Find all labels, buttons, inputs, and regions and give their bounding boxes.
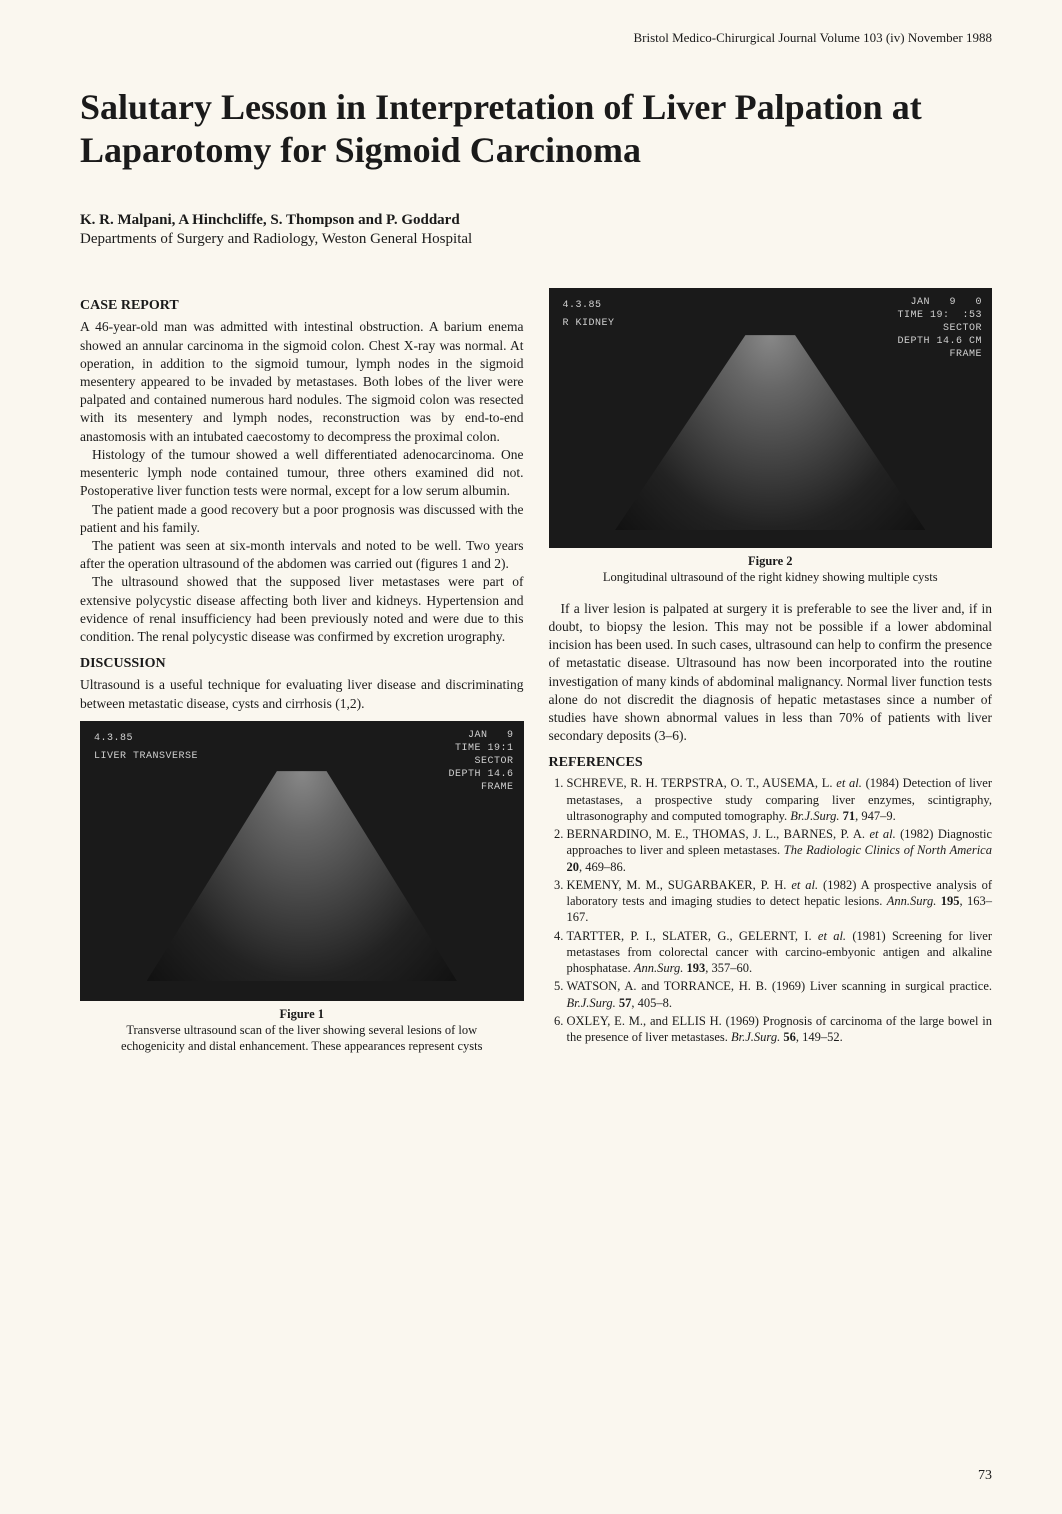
- left-column: CASE REPORT A 46-year-old man was admitt…: [80, 288, 524, 1066]
- reference-item: SCHREVE, R. H. TERPSTRA, O. T., AUSEMA, …: [567, 775, 993, 824]
- two-column-layout: CASE REPORT A 46-year-old man was admitt…: [80, 288, 992, 1066]
- figure-2-caption-title: Figure 2: [549, 554, 993, 569]
- reference-item: KEMENY, M. M., SUGARBAKER, P. H. et al. …: [567, 877, 993, 926]
- page-number: 73: [978, 1468, 992, 1484]
- overlay-top-right: JAN 9 0 TIME 19: :53 SECTOR DEPTH 14.6 C…: [897, 296, 982, 361]
- reference-item: TARTTER, P. I., SLATER, G., GELERNT, I. …: [567, 928, 993, 977]
- overlay-label: R KIDNEY: [563, 318, 615, 329]
- overlay-date: 4.3.85: [94, 733, 133, 744]
- ultrasound-sector: [615, 335, 925, 530]
- running-head: Bristol Medico-Chirurgical Journal Volum…: [80, 30, 992, 46]
- figure-1: 4.3.85 LIVER TRANSVERSE JAN 9 TIME 19:1 …: [80, 721, 524, 1055]
- affiliation: Departments of Surgery and Radiology, We…: [80, 231, 992, 248]
- references-heading: REFERENCES: [549, 755, 993, 771]
- figure-2-caption: Longitudinal ultrasound of the right kid…: [549, 569, 993, 585]
- discussion-body-right: If a liver lesion is palpated at surgery…: [549, 600, 993, 746]
- references-list: SCHREVE, R. H. TERPSTRA, O. T., AUSEMA, …: [549, 775, 993, 1045]
- article-title: Salutary Lesson in Interpretation of Liv…: [80, 86, 992, 172]
- paragraph: Histology of the tumour showed a well di…: [80, 446, 524, 501]
- ultrasound-sector: [147, 771, 457, 981]
- authors: K. R. Malpani, A Hinchcliffe, S. Thompso…: [80, 212, 992, 229]
- case-report-body: A 46-year-old man was admitted with inte…: [80, 318, 524, 646]
- page: Bristol Medico-Chirurgical Journal Volum…: [0, 0, 1062, 1514]
- reference-item: WATSON, A. and TORRANCE, H. B. (1969) Li…: [567, 978, 993, 1011]
- right-column: 4.3.85 R KIDNEY JAN 9 0 TIME 19: :53 SEC…: [549, 288, 993, 1066]
- paragraph: If a liver lesion is palpated at surgery…: [549, 600, 993, 746]
- paragraph: A 46-year-old man was admitted with inte…: [80, 318, 524, 446]
- paragraph: The ultrasound showed that the supposed …: [80, 573, 524, 646]
- overlay-top-right: JAN 9 TIME 19:1 SECTOR DEPTH 14.6 FRAME: [448, 729, 513, 794]
- paragraph: The patient was seen at six-month interv…: [80, 537, 524, 573]
- discussion-body-left: Ultrasound is a useful technique for eva…: [80, 676, 524, 712]
- overlay-date: 4.3.85: [563, 300, 602, 311]
- figure-1-caption: Transverse ultrasound scan of the liver …: [80, 1022, 524, 1055]
- reference-item: BERNARDINO, M. E., THOMAS, J. L., BARNES…: [567, 826, 993, 875]
- overlay-label: LIVER TRANSVERSE: [94, 751, 198, 762]
- paragraph: The patient made a good recovery but a p…: [80, 501, 524, 537]
- reference-item: OXLEY, E. M., and ELLIS H. (1969) Progno…: [567, 1013, 993, 1046]
- paragraph: Ultrasound is a useful technique for eva…: [80, 676, 524, 712]
- figure-1-caption-title: Figure 1: [80, 1007, 524, 1022]
- figure-2: 4.3.85 R KIDNEY JAN 9 0 TIME 19: :53 SEC…: [549, 288, 993, 585]
- discussion-heading: DISCUSSION: [80, 656, 524, 672]
- figure-2-image: 4.3.85 R KIDNEY JAN 9 0 TIME 19: :53 SEC…: [549, 288, 993, 548]
- case-report-heading: CASE REPORT: [80, 298, 524, 314]
- figure-1-image: 4.3.85 LIVER TRANSVERSE JAN 9 TIME 19:1 …: [80, 721, 524, 1001]
